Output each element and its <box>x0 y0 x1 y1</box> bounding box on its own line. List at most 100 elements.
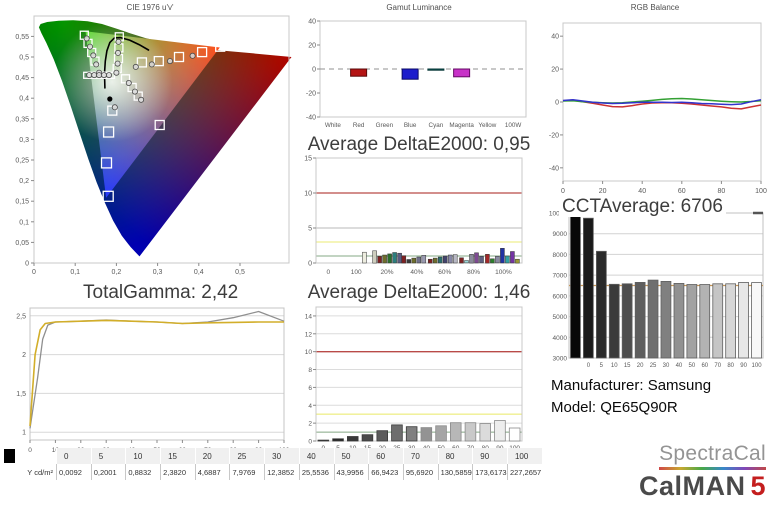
svg-text:3000: 3000 <box>553 356 568 363</box>
svg-text:100W: 100W <box>505 122 522 129</box>
table-swatch-cell <box>4 448 56 464</box>
rgb-balance-title: RGB Balance <box>630 3 680 12</box>
svg-text:0: 0 <box>25 261 29 268</box>
table-value-cell: 43,9956 <box>333 464 369 480</box>
deltae-grayscale-chart: 02468101214051015202530405060708090100 <box>305 306 523 452</box>
svg-text:0,15: 0,15 <box>15 199 29 206</box>
svg-text:100: 100 <box>351 269 362 276</box>
table-value-cell: 66,9423 <box>368 464 403 480</box>
table-value-cell: 2,3820 <box>160 464 195 480</box>
table-header-cell: 40 <box>298 448 334 464</box>
svg-text:80: 80 <box>718 188 726 195</box>
calman-logo: CalMAN 5 <box>580 471 766 502</box>
table-header-cell: 60 <box>368 448 403 464</box>
svg-text:9000: 9000 <box>553 231 568 238</box>
svg-text:5: 5 <box>308 226 312 233</box>
svg-text:14: 14 <box>305 313 313 320</box>
gamut-luminance-title: Gamut Luminance <box>386 3 452 12</box>
svg-text:0: 0 <box>327 269 331 276</box>
svg-text:Blue: Blue <box>404 122 417 129</box>
svg-text:-20: -20 <box>306 91 316 98</box>
svg-text:15: 15 <box>624 363 631 369</box>
svg-text:0,45: 0,45 <box>15 75 29 82</box>
table-header-cell: 0 <box>56 448 91 464</box>
black-swatch <box>4 449 15 463</box>
svg-text:5: 5 <box>600 363 604 369</box>
svg-text:20%: 20% <box>381 269 394 276</box>
svg-text:0,25: 0,25 <box>15 158 29 165</box>
svg-text:0,5: 0,5 <box>235 269 245 276</box>
table-header-cell: 20 <box>194 448 230 464</box>
luminance-table-header-row: 0 5 10 15 20 25 30 40 50 60 70 80 90 100 <box>4 448 542 464</box>
table-value-cell: 173,6173 <box>472 464 507 480</box>
table-value-cell: 130,5859 <box>437 464 473 480</box>
svg-text:0: 0 <box>561 188 565 195</box>
table-value-cell: 12,3852 <box>264 464 299 480</box>
svg-text:0,35: 0,35 <box>15 116 29 123</box>
deltae-grayscale-panel: Average DeltaE2000: 1,46 024681012140510… <box>300 282 538 453</box>
rgb-balance-chart: 40 20 0 -20 -40 0 20 40 60 80 100 <box>549 22 767 195</box>
table-header-cell: 25 <box>229 448 265 464</box>
svg-text:2: 2 <box>308 421 312 428</box>
gamma-chart: 2,521,510102030405060708090100 <box>16 307 290 453</box>
deltae-gamut-chart: 0 5 10 15 0 100 20% 40% 60% 80% 100% <box>304 156 523 276</box>
svg-text:0,55: 0,55 <box>15 34 29 41</box>
table-row-label: Y cd/m² <box>27 467 53 477</box>
svg-text:0,1: 0,1 <box>70 269 80 276</box>
svg-text:80: 80 <box>727 363 734 369</box>
svg-text:White: White <box>325 122 342 129</box>
table-header-cell: 80 <box>437 448 473 464</box>
svg-text:0,5: 0,5 <box>19 55 29 62</box>
svg-text:7000: 7000 <box>553 273 568 280</box>
table-value-cell: 0,0092 <box>56 464 91 480</box>
cct-panel: CCTAverage: 6706 10000 9000 8000 7000 6000 50… <box>543 196 769 378</box>
manufacturer-label: Manufacturer: Samsung <box>551 377 712 394</box>
svg-text:Green: Green <box>376 122 394 129</box>
svg-text:20: 20 <box>551 67 559 74</box>
svg-text:100%: 100% <box>495 269 512 276</box>
svg-text:100: 100 <box>755 188 767 195</box>
svg-text:12: 12 <box>305 331 313 338</box>
spectracal-logo-text: SpectraCal <box>659 442 766 465</box>
svg-text:60%: 60% <box>438 269 451 276</box>
luminance-table-value-row: Y cd/m² 0,0092 0,2001 0,8832 2,3820 4,6887 7,9… <box>4 464 542 480</box>
table-header-cell: 100 <box>506 448 542 464</box>
svg-text:30: 30 <box>663 363 670 369</box>
gamut-luminance-chart: 40 20 0 -20 -40 White Red Green Blue Cyan Magenta Y… <box>306 19 527 129</box>
model-label: Model: QE65Q90R <box>551 399 678 416</box>
svg-text:70: 70 <box>714 363 721 369</box>
luminance-table: 0 5 10 15 20 25 30 40 50 60 70 80 90 100 Y cd/m² 0,009… <box>4 448 542 480</box>
table-value-cell: 4,6887 <box>194 464 230 480</box>
svg-text:40: 40 <box>676 363 683 369</box>
gamma-title: TotalGamma: 2,42 <box>83 282 239 303</box>
rgb-balance-panel: RGB Balance 40 20 0 -20 -40 0 20 40 60 80 100 <box>541 2 769 205</box>
svg-text:Red: Red <box>353 122 365 129</box>
device-info: Manufacturer: Samsung Model: QE65Q90R <box>551 375 711 419</box>
svg-text:60: 60 <box>678 188 686 195</box>
svg-text:1: 1 <box>22 430 26 437</box>
spectracal-rainbow-underline <box>659 467 766 470</box>
svg-text:8: 8 <box>308 367 312 374</box>
svg-text:0: 0 <box>308 261 312 268</box>
svg-text:5000: 5000 <box>553 314 568 321</box>
svg-text:50: 50 <box>689 363 696 369</box>
svg-text:100: 100 <box>752 363 763 369</box>
svg-text:0: 0 <box>308 439 312 446</box>
table-value-cell: 25,5536 <box>298 464 334 480</box>
svg-text:2: 2 <box>22 352 26 359</box>
spectracal-logo: SpectraCal <box>659 442 766 470</box>
deltae-grayscale-title: Average DeltaE2000: 1,46 <box>307 282 531 303</box>
svg-text:1,5: 1,5 <box>16 391 26 398</box>
svg-text:80%: 80% <box>467 269 480 276</box>
svg-text:20: 20 <box>308 43 316 50</box>
svg-text:0: 0 <box>32 269 36 276</box>
deltae-gamut-panel: Average DeltaE2000: 0,95 0 5 10 15 0 100 20% 40… <box>300 134 538 285</box>
table-header-cell: 50 <box>333 448 369 464</box>
svg-text:0,4: 0,4 <box>194 269 204 276</box>
table-value-cell: 95,6920 <box>402 464 438 480</box>
cct-chart: 10000 9000 8000 7000 6000 5000 4000 3000 0 5 10 15 2… <box>549 211 764 369</box>
table-value-cell: 0,8832 <box>125 464 160 480</box>
table-value-cell: 227,2657 <box>506 464 542 480</box>
svg-text:0: 0 <box>555 100 559 107</box>
svg-text:40: 40 <box>551 34 559 41</box>
